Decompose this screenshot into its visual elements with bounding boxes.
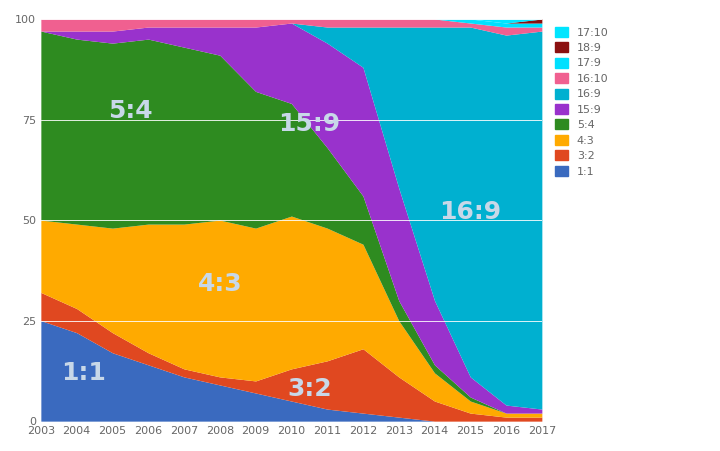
Text: 15:9: 15:9 — [278, 111, 341, 136]
Text: 5:4: 5:4 — [108, 100, 153, 124]
Text: 16:9: 16:9 — [439, 200, 501, 224]
Text: 3:2: 3:2 — [287, 377, 331, 401]
Legend: 17:10, 18:9, 17:9, 16:10, 16:9, 15:9, 5:4, 4:3, 3:2, 1:1: 17:10, 18:9, 17:9, 16:10, 16:9, 15:9, 5:… — [552, 24, 611, 179]
Text: 4:3: 4:3 — [197, 272, 242, 296]
Text: 1:1: 1:1 — [61, 361, 107, 385]
